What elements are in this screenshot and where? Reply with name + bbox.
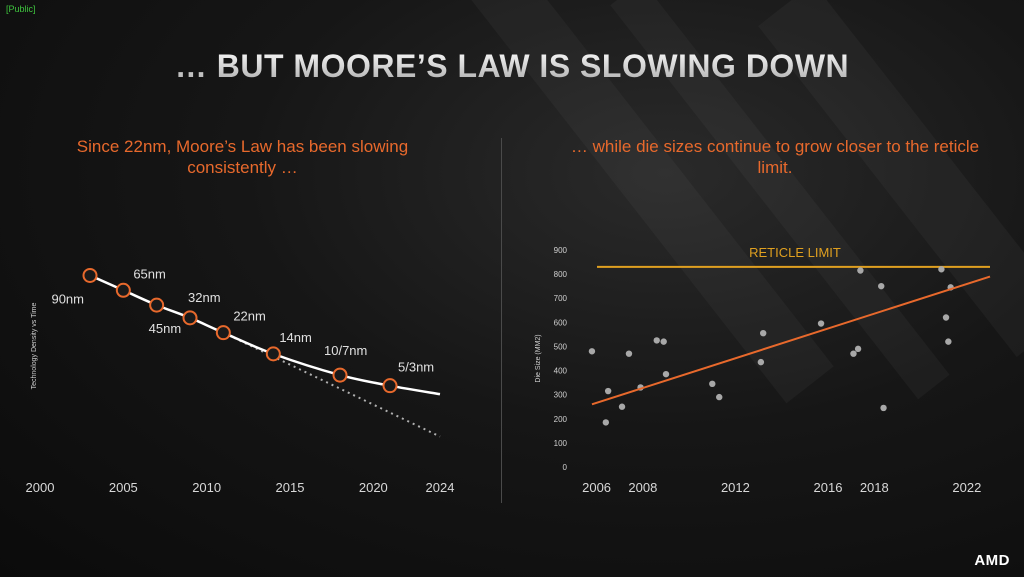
die-size-point	[760, 329, 767, 337]
node-marker	[115, 282, 131, 298]
y-tick-label: 700	[554, 294, 568, 303]
y-tick-label: 600	[554, 318, 568, 327]
x-tick-label: 2015	[276, 480, 305, 495]
die-size-point	[602, 419, 610, 426]
node-marker	[215, 325, 231, 341]
node-label: 65nm	[133, 266, 166, 281]
die-size-point	[938, 266, 945, 273]
y-tick-label: 200	[554, 415, 568, 424]
node-label: 14nm	[279, 330, 312, 345]
y-tick-label: 800	[554, 270, 568, 279]
x-tick-label: 2005	[109, 480, 138, 495]
slide-title: … BUT MOORE’S LAW IS SLOWING DOWN	[0, 48, 1024, 85]
trend-dotted-line	[222, 331, 441, 438]
x-tick-label: 2006	[582, 480, 611, 495]
die-size-point	[757, 358, 765, 366]
y-tick-label: 300	[554, 391, 568, 400]
x-tick-label: 2018	[860, 480, 889, 495]
x-tick-label: 2010	[192, 480, 221, 495]
die-size-point	[817, 320, 825, 327]
amd-logo: AMD	[974, 552, 1010, 569]
node-label: 90nm	[51, 291, 84, 306]
x-tick-label: 2012	[721, 480, 750, 495]
panel-divider	[501, 138, 502, 503]
x-tick-label: 2000	[26, 480, 55, 495]
die-size-point	[850, 350, 857, 357]
left-subtitle: Since 22nm, Moore’s Law has been slowing…	[76, 137, 409, 177]
node-marker	[182, 310, 198, 326]
die-size-point	[857, 267, 864, 274]
die-size-point	[716, 393, 723, 401]
y-tick-label: 400	[554, 367, 568, 376]
node-label: 22nm	[233, 309, 266, 324]
node-marker	[382, 378, 398, 394]
right-subtitle: … while die sizes continue to grow close…	[570, 137, 980, 177]
die-size-point	[709, 380, 716, 388]
node-label: 10/7nm	[324, 343, 367, 358]
node-marker	[265, 346, 281, 362]
y-tick-label: 100	[554, 439, 568, 448]
node-marker	[82, 267, 98, 283]
die-size-point	[880, 404, 887, 412]
reticle-limit-label: RETICLE LIMIT	[749, 245, 841, 260]
x-tick-label: 2020	[359, 480, 388, 495]
die-size-point	[854, 345, 862, 353]
node-marker	[332, 367, 348, 383]
y-tick-label: 500	[554, 342, 568, 351]
y-axis-label: Die Size (MM2)	[535, 334, 542, 382]
die-size-point	[945, 338, 952, 345]
classification-tag: [Public]	[6, 4, 36, 14]
node-label: 5/3nm	[398, 360, 434, 375]
x-tick-label: 2024	[426, 480, 455, 495]
y-tick-label: 900	[554, 246, 568, 255]
die-size-point	[604, 387, 612, 395]
y-axis-label: Technology Density vs Time	[31, 303, 38, 390]
die-size-point	[618, 403, 626, 410]
node-label: 32nm	[188, 290, 221, 305]
node-label: 45nm	[149, 321, 182, 336]
x-tick-label: 2008	[628, 480, 657, 495]
die-size-point	[660, 338, 667, 345]
die-size-point	[588, 348, 596, 355]
die-size-point	[625, 350, 633, 357]
die-size-trend-line	[591, 275, 991, 406]
x-tick-label: 2016	[814, 480, 843, 495]
die-size-point	[662, 370, 670, 378]
y-tick-label: 0	[563, 463, 568, 472]
x-tick-label: 2022	[952, 480, 981, 495]
die-size-point	[878, 282, 885, 290]
die-size-point	[942, 314, 950, 321]
die-size-point	[653, 337, 660, 344]
node-marker	[149, 297, 165, 313]
